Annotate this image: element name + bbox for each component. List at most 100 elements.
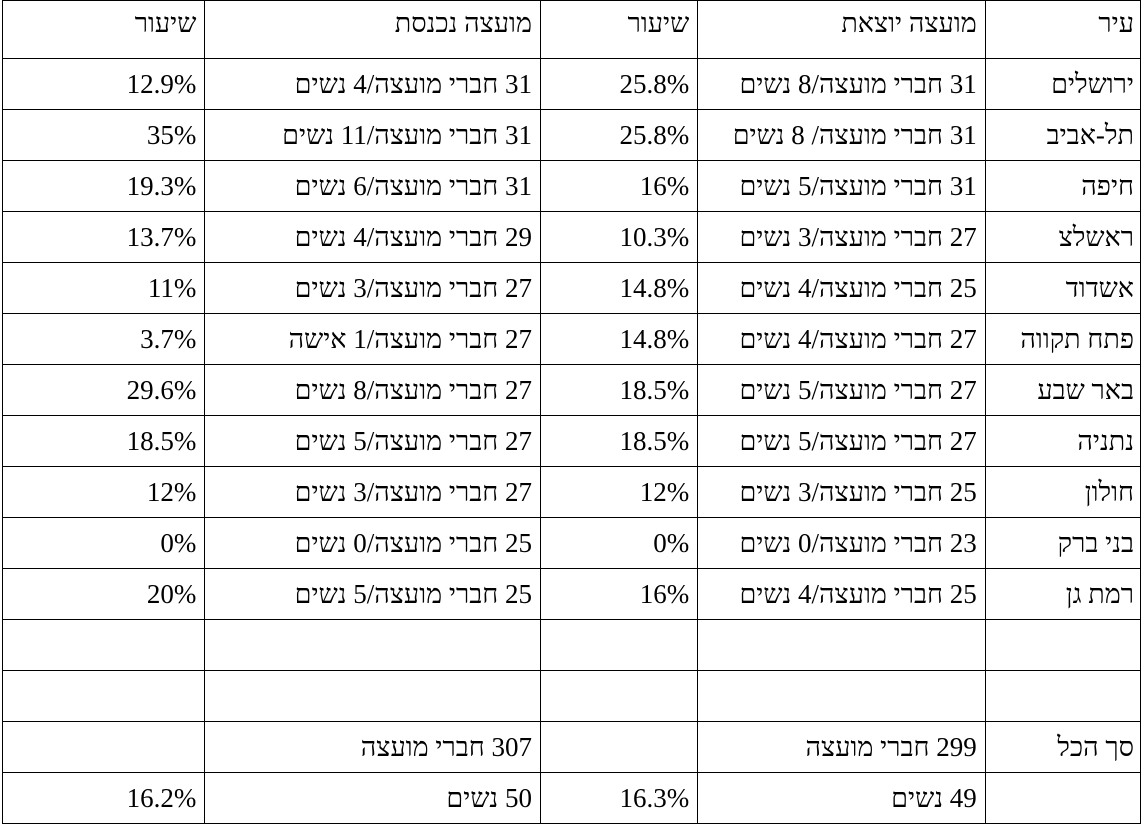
outgoing-rate-value: 10.3% [619,221,690,252]
city-cell: חיפה [984,160,1142,212]
incoming-rate-value: 12.9% [126,68,197,99]
empty-cell [539,670,699,722]
table-row: פתח תקווה 27 חברי מועצה/4 נשים 14.8% 27 … [1,313,1142,365]
empty-cell [204,619,541,671]
totals-incoming-women: 50 נשים [204,772,541,824]
outgoing-council-cell: 25 חברי מועצה/3 נשים [697,466,986,518]
empty-cell [984,772,1142,824]
outgoing-council-cell: 27 חברי מועצה/5 נשים [697,364,986,416]
incoming-rate-cell: 3.7% [1,313,206,365]
outgoing-council-cell: 27 חברי מועצה/5 נשים [697,415,986,467]
incoming-council-cell: 27 חברי מועצה/3 נשים [204,466,541,518]
city-cell: אשדוד [984,262,1142,314]
totals-incoming-rate: 16.2% [126,782,197,813]
outgoing-rate-value: 18.5% [619,374,690,405]
table-row: חיפה 31 חברי מועצה/5 נשים 16% 31 חברי מו… [1,160,1142,212]
city-cell: ירושלים [984,58,1142,110]
header-incoming-council: מועצה נכנסת [204,0,541,59]
empty-cell [204,670,541,722]
empty-row [1,670,1142,722]
outgoing-rate-value: 18.5% [619,425,690,456]
incoming-rate-value: 35% [146,119,197,150]
incoming-council-cell: 27 חברי מועצה/3 נשים [204,262,541,314]
totals-incoming-rate-cell: 16.2% [1,772,206,824]
outgoing-rate-cell: 10.3% [539,211,699,263]
outgoing-rate-value: 12% [639,476,690,507]
outgoing-rate-cell: 16% [539,568,699,620]
outgoing-rate-cell: 16% [539,160,699,212]
outgoing-council-cell: 25 חברי מועצה/4 נשים [697,262,986,314]
outgoing-rate-value: 16% [639,578,690,609]
empty-cell [984,619,1142,671]
totals-outgoing-rate: 16.3% [619,782,690,813]
incoming-rate-cell: 13.7% [1,211,206,263]
outgoing-rate-cell: 25.8% [539,58,699,110]
outgoing-rate-value: 14.8% [619,272,690,303]
totals-label: סך הכל [984,721,1142,773]
incoming-rate-cell: 29.6% [1,364,206,416]
totals-outgoing-women: 49 נשים [697,772,986,824]
table-row: תל-אביב 31 חברי מועצה/ 8 נשים 25.8% 31 ח… [1,109,1142,161]
totals-women-row: 49 נשים 16.3% 50 נשים 16.2% [1,772,1142,824]
totals-row: סך הכל 299 חברי מועצה 307 חברי מועצה [1,721,1142,773]
empty-cell [539,619,699,671]
outgoing-rate-value: 25.8% [619,68,690,99]
header-outgoing-rate: שיעור [539,0,699,59]
totals-outgoing-rate-cell: 16.3% [539,772,699,824]
outgoing-council-cell: 31 חברי מועצה/5 נשים [697,160,986,212]
empty-cell [1,721,206,773]
incoming-council-cell: 27 חברי מועצה/1 אישה [204,313,541,365]
header-outgoing-council: מועצה יוצאת [697,0,986,59]
incoming-rate-value: 18.5% [126,425,197,456]
incoming-rate-value: 29.6% [126,374,197,405]
header-incoming-rate: שיעור [1,0,206,59]
incoming-rate-cell: 11% [1,262,206,314]
incoming-rate-cell: 12% [1,466,206,518]
incoming-rate-value: 11% [147,272,197,303]
incoming-rate-value: 3.7% [140,323,197,354]
incoming-rate-cell: 18.5% [1,415,206,467]
incoming-rate-cell: 35% [1,109,206,161]
empty-cell [1,619,206,671]
empty-cell [697,670,986,722]
outgoing-rate-cell: 0% [539,517,699,569]
city-cell: רמת גן [984,568,1142,620]
outgoing-council-cell: 25 חברי מועצה/4 נשים [697,568,986,620]
incoming-rate-cell: 20% [1,568,206,620]
incoming-rate-cell: 12.9% [1,58,206,110]
incoming-council-cell: 31 חברי מועצה/11 נשים [204,109,541,161]
incoming-rate-value: 12% [146,476,197,507]
table-row: באר שבע 27 חברי מועצה/5 נשים 18.5% 27 חב… [1,364,1142,416]
outgoing-rate-cell: 12% [539,466,699,518]
outgoing-rate-value: 0% [653,527,690,558]
incoming-council-cell: 25 חברי מועצה/5 נשים [204,568,541,620]
incoming-rate-cell: 0% [1,517,206,569]
incoming-rate-value: 19.3% [126,170,197,201]
header-row: עיר מועצה יוצאת שיעור מועצה נכנסת שיעור [1,0,1142,59]
incoming-council-cell: 27 חברי מועצה/5 נשים [204,415,541,467]
outgoing-rate-cell: 18.5% [539,415,699,467]
outgoing-council-cell: 31 חברי מועצה/8 נשים [697,58,986,110]
table-row: נתניה 27 חברי מועצה/5 נשים 18.5% 27 חברי… [1,415,1142,467]
city-cell: ראשלצ [984,211,1142,263]
outgoing-rate-value: 14.8% [619,323,690,354]
incoming-rate-value: 13.7% [126,221,197,252]
outgoing-council-cell: 27 חברי מועצה/3 נשים [697,211,986,263]
table-row: ירושלים 31 חברי מועצה/8 נשים 25.8% 31 חב… [1,58,1142,110]
empty-cell [697,619,986,671]
outgoing-council-cell: 31 חברי מועצה/ 8 נשים [697,109,986,161]
city-cell: באר שבע [984,364,1142,416]
city-cell: חולון [984,466,1142,518]
outgoing-rate-cell: 18.5% [539,364,699,416]
outgoing-council-cell: 27 חברי מועצה/4 נשים [697,313,986,365]
totals-outgoing-members: 299 חברי מועצה [697,721,986,773]
empty-row [1,619,1142,671]
incoming-council-cell: 25 חברי מועצה/0 נשים [204,517,541,569]
table-row: אשדוד 25 חברי מועצה/4 נשים 14.8% 27 חברי… [1,262,1142,314]
incoming-council-cell: 29 חברי מועצה/4 נשים [204,211,541,263]
empty-cell [1,670,206,722]
outgoing-rate-cell: 25.8% [539,109,699,161]
incoming-council-cell: 27 חברי מועצה/8 נשים [204,364,541,416]
incoming-rate-cell: 19.3% [1,160,206,212]
